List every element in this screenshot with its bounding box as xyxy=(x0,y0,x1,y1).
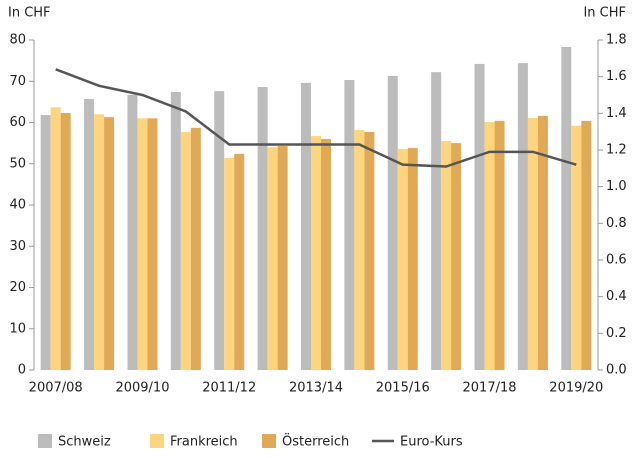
bar xyxy=(50,107,61,371)
bar xyxy=(527,117,538,371)
y2-tick-label: 1.6 xyxy=(606,69,627,84)
bar xyxy=(364,131,375,370)
bar xyxy=(60,113,71,370)
y2-tick-label: 1.0 xyxy=(606,179,627,194)
bar xyxy=(137,118,148,370)
bar xyxy=(321,139,331,370)
y2-tick-label: 1.2 xyxy=(606,143,627,158)
line xyxy=(55,68,577,168)
legend-label: Schweiz xyxy=(58,435,111,450)
bar xyxy=(224,157,235,370)
bar xyxy=(494,120,505,370)
bar xyxy=(234,153,245,370)
bar xyxy=(257,87,268,371)
bar xyxy=(277,146,288,370)
bar xyxy=(561,47,572,370)
legend-label: Frankreich xyxy=(170,435,238,450)
y2-tick-label: 0.2 xyxy=(606,326,627,341)
y-tick-label: 40 xyxy=(9,198,26,213)
bar xyxy=(180,131,191,370)
y2-tick-label: 1.4 xyxy=(606,106,627,121)
y-tick-label: 10 xyxy=(9,321,26,336)
bar xyxy=(474,63,485,371)
bar xyxy=(484,122,495,371)
bar xyxy=(397,148,408,370)
legend-swatch xyxy=(262,434,276,448)
x-tick-label: 2011/12 xyxy=(202,381,256,396)
x-tick-label: 2007/08 xyxy=(29,381,83,396)
bar xyxy=(94,114,105,370)
bar xyxy=(40,115,51,370)
x-tick-label: 2015/16 xyxy=(376,381,430,396)
y-axis-label: In CHF xyxy=(8,6,51,21)
bar xyxy=(311,136,321,370)
bar xyxy=(354,129,365,370)
bar xyxy=(387,75,398,370)
bar xyxy=(571,125,582,370)
bar xyxy=(581,120,592,370)
y2-axis-label: In CHF xyxy=(583,6,626,21)
bar xyxy=(190,127,201,370)
legend-swatch xyxy=(38,434,52,448)
y-tick-label: 80 xyxy=(9,33,26,48)
bar xyxy=(170,91,181,370)
legend-label: Österreich xyxy=(282,433,349,450)
y2-tick-label: 0.6 xyxy=(606,253,627,268)
legend-label: Euro-Kurs xyxy=(400,435,463,450)
y-tick-label: 50 xyxy=(9,156,26,171)
bar xyxy=(214,91,225,371)
bar xyxy=(441,141,452,370)
bar xyxy=(517,63,528,370)
x-tick-label: 2009/10 xyxy=(115,381,169,396)
bar xyxy=(537,115,548,371)
legend-swatch xyxy=(150,434,164,448)
bar xyxy=(147,118,158,370)
y2-tick-label: 0.4 xyxy=(606,289,627,304)
bar xyxy=(431,72,442,371)
bar xyxy=(344,80,355,370)
bar xyxy=(127,94,138,371)
y2-tick-label: 1.8 xyxy=(606,33,627,48)
x-tick-label: 2017/18 xyxy=(463,381,517,396)
y2-tick-label: 0.0 xyxy=(606,363,627,378)
bar xyxy=(407,148,418,370)
x-tick-label: 2013/14 xyxy=(289,381,343,396)
y-tick-label: 20 xyxy=(9,280,26,295)
y-tick-label: 0 xyxy=(18,363,26,378)
y2-tick-label: 0.8 xyxy=(606,216,627,231)
bar xyxy=(267,147,278,370)
bar xyxy=(301,82,311,371)
bar xyxy=(84,98,95,371)
bar xyxy=(104,117,115,370)
y-tick-label: 30 xyxy=(9,239,26,254)
bar xyxy=(451,143,462,370)
y-tick-label: 70 xyxy=(9,74,26,89)
y-tick-label: 60 xyxy=(9,115,26,130)
x-tick-label: 2019/20 xyxy=(549,381,603,396)
